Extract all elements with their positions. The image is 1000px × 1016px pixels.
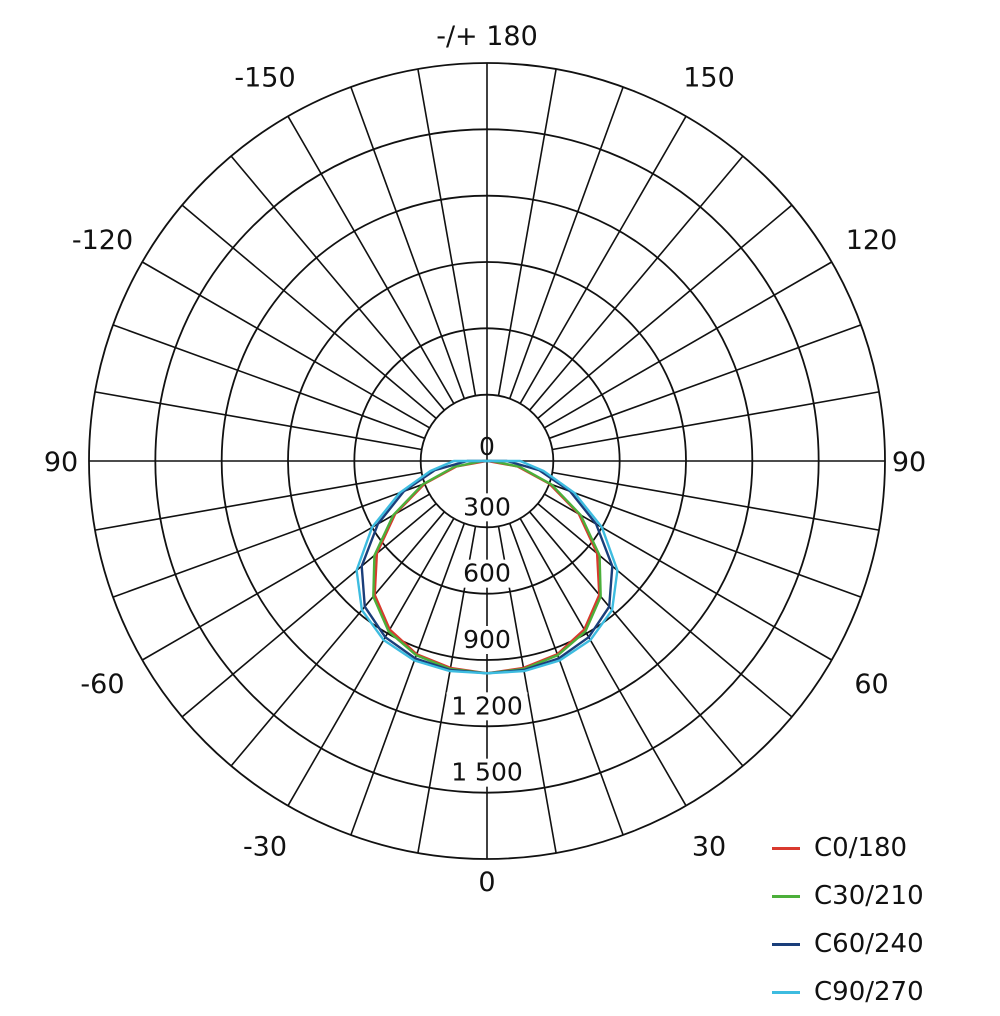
grid-spoke	[287, 518, 455, 807]
grid-circle	[154, 128, 820, 794]
grid-spoke	[529, 155, 744, 411]
grid-spoke	[552, 391, 880, 451]
grid-spoke	[287, 115, 455, 404]
grid-spoke	[350, 86, 466, 399]
angle-tick-label: -/+ 180	[436, 21, 538, 52]
angle-tick-label: 120	[846, 225, 898, 256]
angle-tick-label: 150	[683, 62, 735, 93]
angle-tick-label: 0	[478, 867, 495, 898]
intensity-curves	[355, 459, 619, 675]
legend-item: C60/240	[772, 920, 992, 968]
radial-tick-label-bg	[446, 758, 528, 787]
grid-spoke	[552, 471, 880, 531]
grid-spoke	[141, 493, 430, 661]
grid-spoke	[549, 324, 862, 440]
angle-tick-label: -60	[80, 669, 124, 700]
grid-spoke	[94, 391, 422, 451]
legend-item: C90/270	[772, 968, 992, 1016]
grid-spoke	[508, 523, 624, 836]
legend-item: C30/210	[772, 872, 992, 920]
radial-tick-label-bg	[461, 626, 513, 654]
grid-spoke	[519, 115, 687, 404]
angle-tick-label: -120	[72, 225, 133, 256]
legend-label: C90/270	[814, 977, 924, 1007]
legend-swatch	[772, 942, 800, 946]
grid-circle	[353, 327, 621, 595]
grid-spoke	[537, 503, 793, 718]
legend-swatch	[772, 894, 800, 898]
grid-spoke	[519, 518, 687, 807]
angle-tick-label: 30	[692, 832, 726, 863]
grid-spoke	[544, 261, 833, 429]
grid-spoke	[112, 482, 425, 598]
grid-spoke	[529, 511, 744, 767]
radial-tick-label: 1 200	[451, 691, 523, 720]
polar-labels: -/+ 180 150 -150 120 -120 90 90 60 -60 30 -30 0 0 300…	[44, 21, 926, 898]
grid-spoke	[181, 503, 437, 718]
radial-tick-label: 1 500	[451, 758, 523, 787]
grid-spoke	[497, 68, 557, 396]
legend-swatch	[772, 846, 800, 850]
radial-tick-label: 0	[479, 432, 495, 461]
radial-tick-label: 600	[463, 559, 511, 588]
grid-spoke	[94, 471, 422, 531]
angle-tick-label: -150	[234, 62, 295, 93]
grid-circle	[220, 194, 754, 728]
legend-label: C60/240	[814, 929, 924, 959]
grid-spoke	[417, 68, 477, 396]
legend-swatch	[772, 990, 800, 994]
grid-spoke	[544, 493, 833, 661]
grid-spoke	[230, 511, 445, 767]
angle-tick-label: 90	[44, 447, 78, 478]
legend-item: C0/180	[772, 824, 992, 872]
angle-tick-label: 60	[854, 669, 888, 700]
grid-circle	[419, 393, 555, 529]
legend-label: C0/180	[814, 833, 908, 863]
radial-tick-label-bg	[446, 692, 528, 721]
grid-spoke	[230, 155, 445, 411]
polar-grid	[88, 62, 886, 860]
grid-spoke	[549, 482, 862, 598]
grid-spoke	[112, 324, 425, 440]
legend: C0/180 C30/210 C60/240 C90/270	[772, 824, 992, 1016]
radial-tick-label-bg	[461, 559, 513, 588]
grid-spoke	[508, 86, 624, 399]
series-line	[355, 459, 619, 675]
angle-tick-label: -30	[243, 832, 287, 863]
legend-label: C30/210	[814, 881, 924, 911]
grid-spoke	[350, 523, 466, 836]
angle-tick-label: 90	[892, 447, 926, 478]
grid-spoke	[181, 204, 437, 419]
grid-spoke	[141, 261, 430, 429]
grid-spoke	[537, 204, 793, 419]
radial-tick-label: 900	[463, 625, 511, 654]
radial-tick-label-bg	[461, 493, 513, 522]
grid-circle	[88, 62, 886, 860]
grid-circle	[287, 261, 687, 661]
radial-tick-label: 300	[463, 492, 511, 521]
